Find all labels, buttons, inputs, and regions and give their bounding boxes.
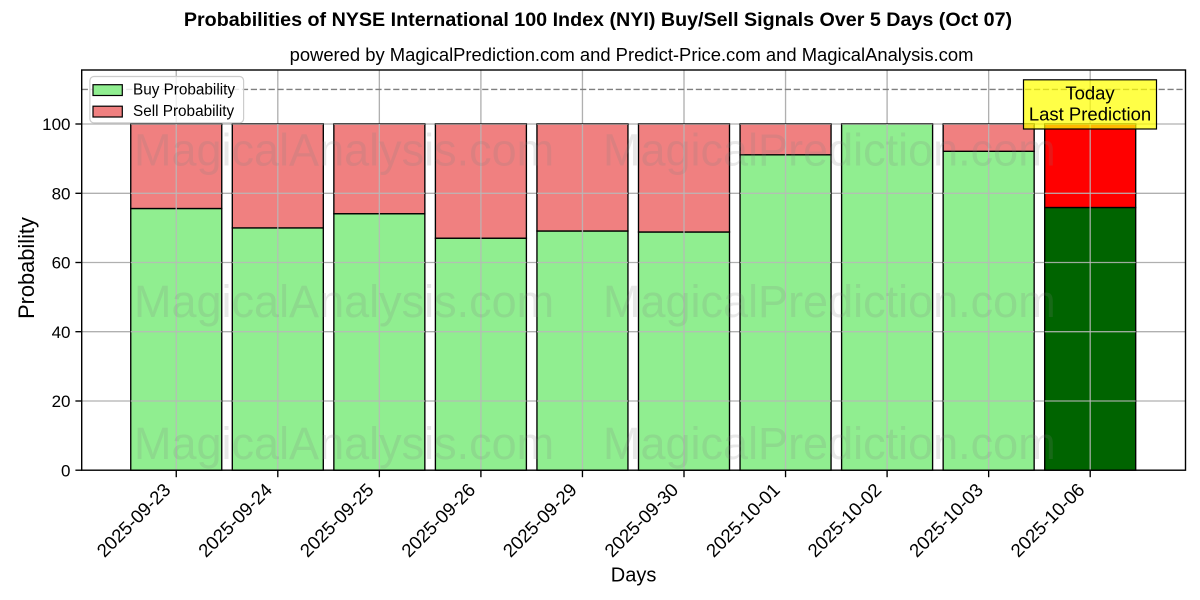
svg-text:MagicalAnalysis.com: MagicalAnalysis.com <box>134 276 554 327</box>
svg-text:MagicalAnalysis.com: MagicalAnalysis.com <box>134 125 554 176</box>
svg-text:Last Prediction: Last Prediction <box>1029 104 1151 125</box>
svg-text:Probabilities of NYSE Internat: Probabilities of NYSE International 100 … <box>184 9 1012 31</box>
svg-text:MagicalPrediction.com: MagicalPrediction.com <box>603 418 1056 469</box>
svg-text:Days: Days <box>611 564 657 586</box>
svg-text:Today: Today <box>1065 83 1115 104</box>
svg-text:MagicalPrediction.com: MagicalPrediction.com <box>603 125 1056 176</box>
svg-text:Probability: Probability <box>14 217 39 319</box>
svg-text:40: 40 <box>52 323 71 342</box>
svg-text:Buy Probability: Buy Probability <box>133 82 235 99</box>
svg-text:Sell Probability: Sell Probability <box>133 103 235 120</box>
svg-text:100: 100 <box>42 115 70 134</box>
svg-text:MagicalAnalysis.com: MagicalAnalysis.com <box>134 418 554 469</box>
svg-text:MagicalPrediction.com: MagicalPrediction.com <box>603 276 1056 327</box>
svg-text:powered by MagicalPrediction.c: powered by MagicalPrediction.com and Pre… <box>290 44 974 65</box>
svg-text:80: 80 <box>52 185 71 204</box>
svg-text:60: 60 <box>52 254 71 273</box>
svg-text:20: 20 <box>52 392 71 411</box>
svg-text:0: 0 <box>61 461 70 480</box>
